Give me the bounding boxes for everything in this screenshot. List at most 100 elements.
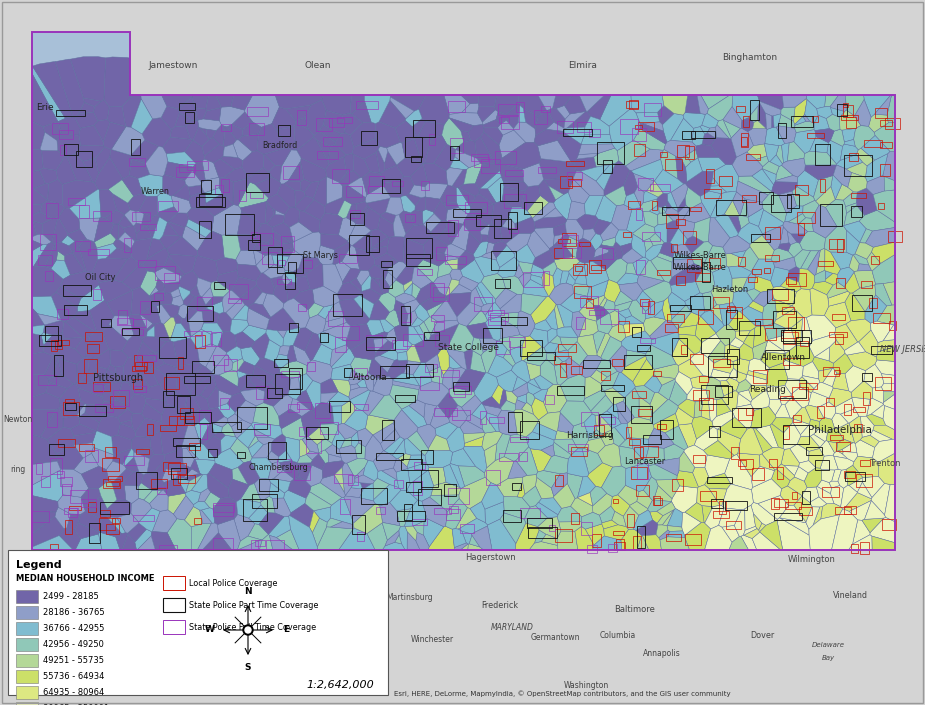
Polygon shape xyxy=(147,324,154,332)
Polygon shape xyxy=(40,133,57,151)
Polygon shape xyxy=(163,222,179,235)
Polygon shape xyxy=(853,456,879,477)
Polygon shape xyxy=(583,228,596,242)
Polygon shape xyxy=(882,374,925,384)
Polygon shape xyxy=(472,526,493,557)
Polygon shape xyxy=(793,289,812,318)
Polygon shape xyxy=(195,459,215,474)
Bar xyxy=(660,419,672,439)
Bar xyxy=(626,101,638,108)
Polygon shape xyxy=(61,235,75,246)
Polygon shape xyxy=(622,356,647,381)
Bar xyxy=(110,396,126,408)
Polygon shape xyxy=(385,271,396,287)
Polygon shape xyxy=(809,497,827,507)
Polygon shape xyxy=(331,364,352,380)
Polygon shape xyxy=(546,308,558,330)
Polygon shape xyxy=(759,454,775,471)
Polygon shape xyxy=(456,188,471,214)
Polygon shape xyxy=(395,534,401,544)
Polygon shape xyxy=(496,288,517,309)
Polygon shape xyxy=(539,159,576,180)
Bar xyxy=(719,501,726,515)
Bar xyxy=(56,110,85,116)
Bar xyxy=(406,364,433,377)
Bar xyxy=(781,330,802,341)
Polygon shape xyxy=(560,401,592,426)
Polygon shape xyxy=(67,514,80,530)
Polygon shape xyxy=(709,217,730,247)
Bar xyxy=(476,216,501,226)
Bar xyxy=(475,157,489,166)
Bar xyxy=(418,489,441,505)
Polygon shape xyxy=(649,233,664,245)
Polygon shape xyxy=(585,376,602,398)
Polygon shape xyxy=(415,197,426,212)
Polygon shape xyxy=(865,295,887,323)
Polygon shape xyxy=(369,265,383,279)
Polygon shape xyxy=(700,333,721,357)
Polygon shape xyxy=(737,223,762,245)
Bar xyxy=(889,321,896,329)
Bar xyxy=(820,204,842,226)
Polygon shape xyxy=(656,525,668,538)
Polygon shape xyxy=(803,114,809,121)
Polygon shape xyxy=(338,282,362,300)
Polygon shape xyxy=(70,534,110,589)
Bar xyxy=(733,408,761,427)
Polygon shape xyxy=(787,266,799,282)
Polygon shape xyxy=(481,234,488,242)
Polygon shape xyxy=(235,400,256,424)
Polygon shape xyxy=(590,233,603,250)
Bar xyxy=(748,277,757,282)
Polygon shape xyxy=(696,85,709,114)
Bar xyxy=(228,298,241,303)
Polygon shape xyxy=(812,281,833,295)
Polygon shape xyxy=(411,210,423,226)
Polygon shape xyxy=(189,311,204,336)
Polygon shape xyxy=(349,387,368,400)
Polygon shape xyxy=(278,345,290,356)
Polygon shape xyxy=(269,482,285,498)
Bar xyxy=(587,544,597,553)
Polygon shape xyxy=(155,278,165,292)
Polygon shape xyxy=(689,57,743,109)
Polygon shape xyxy=(606,259,627,283)
Polygon shape xyxy=(346,324,372,350)
Polygon shape xyxy=(690,352,714,376)
Bar xyxy=(831,435,843,441)
Polygon shape xyxy=(794,496,812,522)
Polygon shape xyxy=(407,470,434,501)
Polygon shape xyxy=(600,223,619,241)
Polygon shape xyxy=(273,498,290,517)
Polygon shape xyxy=(845,293,865,321)
Bar xyxy=(844,105,854,116)
Polygon shape xyxy=(609,345,627,372)
Polygon shape xyxy=(635,113,660,123)
Text: Oil City: Oil City xyxy=(85,274,116,283)
Polygon shape xyxy=(7,536,75,587)
Bar xyxy=(281,372,299,376)
Polygon shape xyxy=(482,431,502,450)
Polygon shape xyxy=(148,215,159,238)
Polygon shape xyxy=(288,345,297,362)
Polygon shape xyxy=(508,460,527,479)
Polygon shape xyxy=(388,280,404,298)
Polygon shape xyxy=(200,128,206,135)
Polygon shape xyxy=(466,323,493,338)
Polygon shape xyxy=(170,324,191,342)
Bar xyxy=(818,261,833,266)
Bar xyxy=(132,366,146,371)
Bar xyxy=(178,475,195,483)
Polygon shape xyxy=(515,400,525,410)
Polygon shape xyxy=(805,165,836,180)
Polygon shape xyxy=(191,474,208,493)
Bar xyxy=(527,352,555,360)
Bar xyxy=(79,374,86,383)
Polygon shape xyxy=(829,535,873,587)
Polygon shape xyxy=(790,444,809,463)
Polygon shape xyxy=(403,238,425,267)
Polygon shape xyxy=(313,518,327,547)
Text: Lancaster: Lancaster xyxy=(624,458,666,467)
Bar xyxy=(629,439,640,446)
